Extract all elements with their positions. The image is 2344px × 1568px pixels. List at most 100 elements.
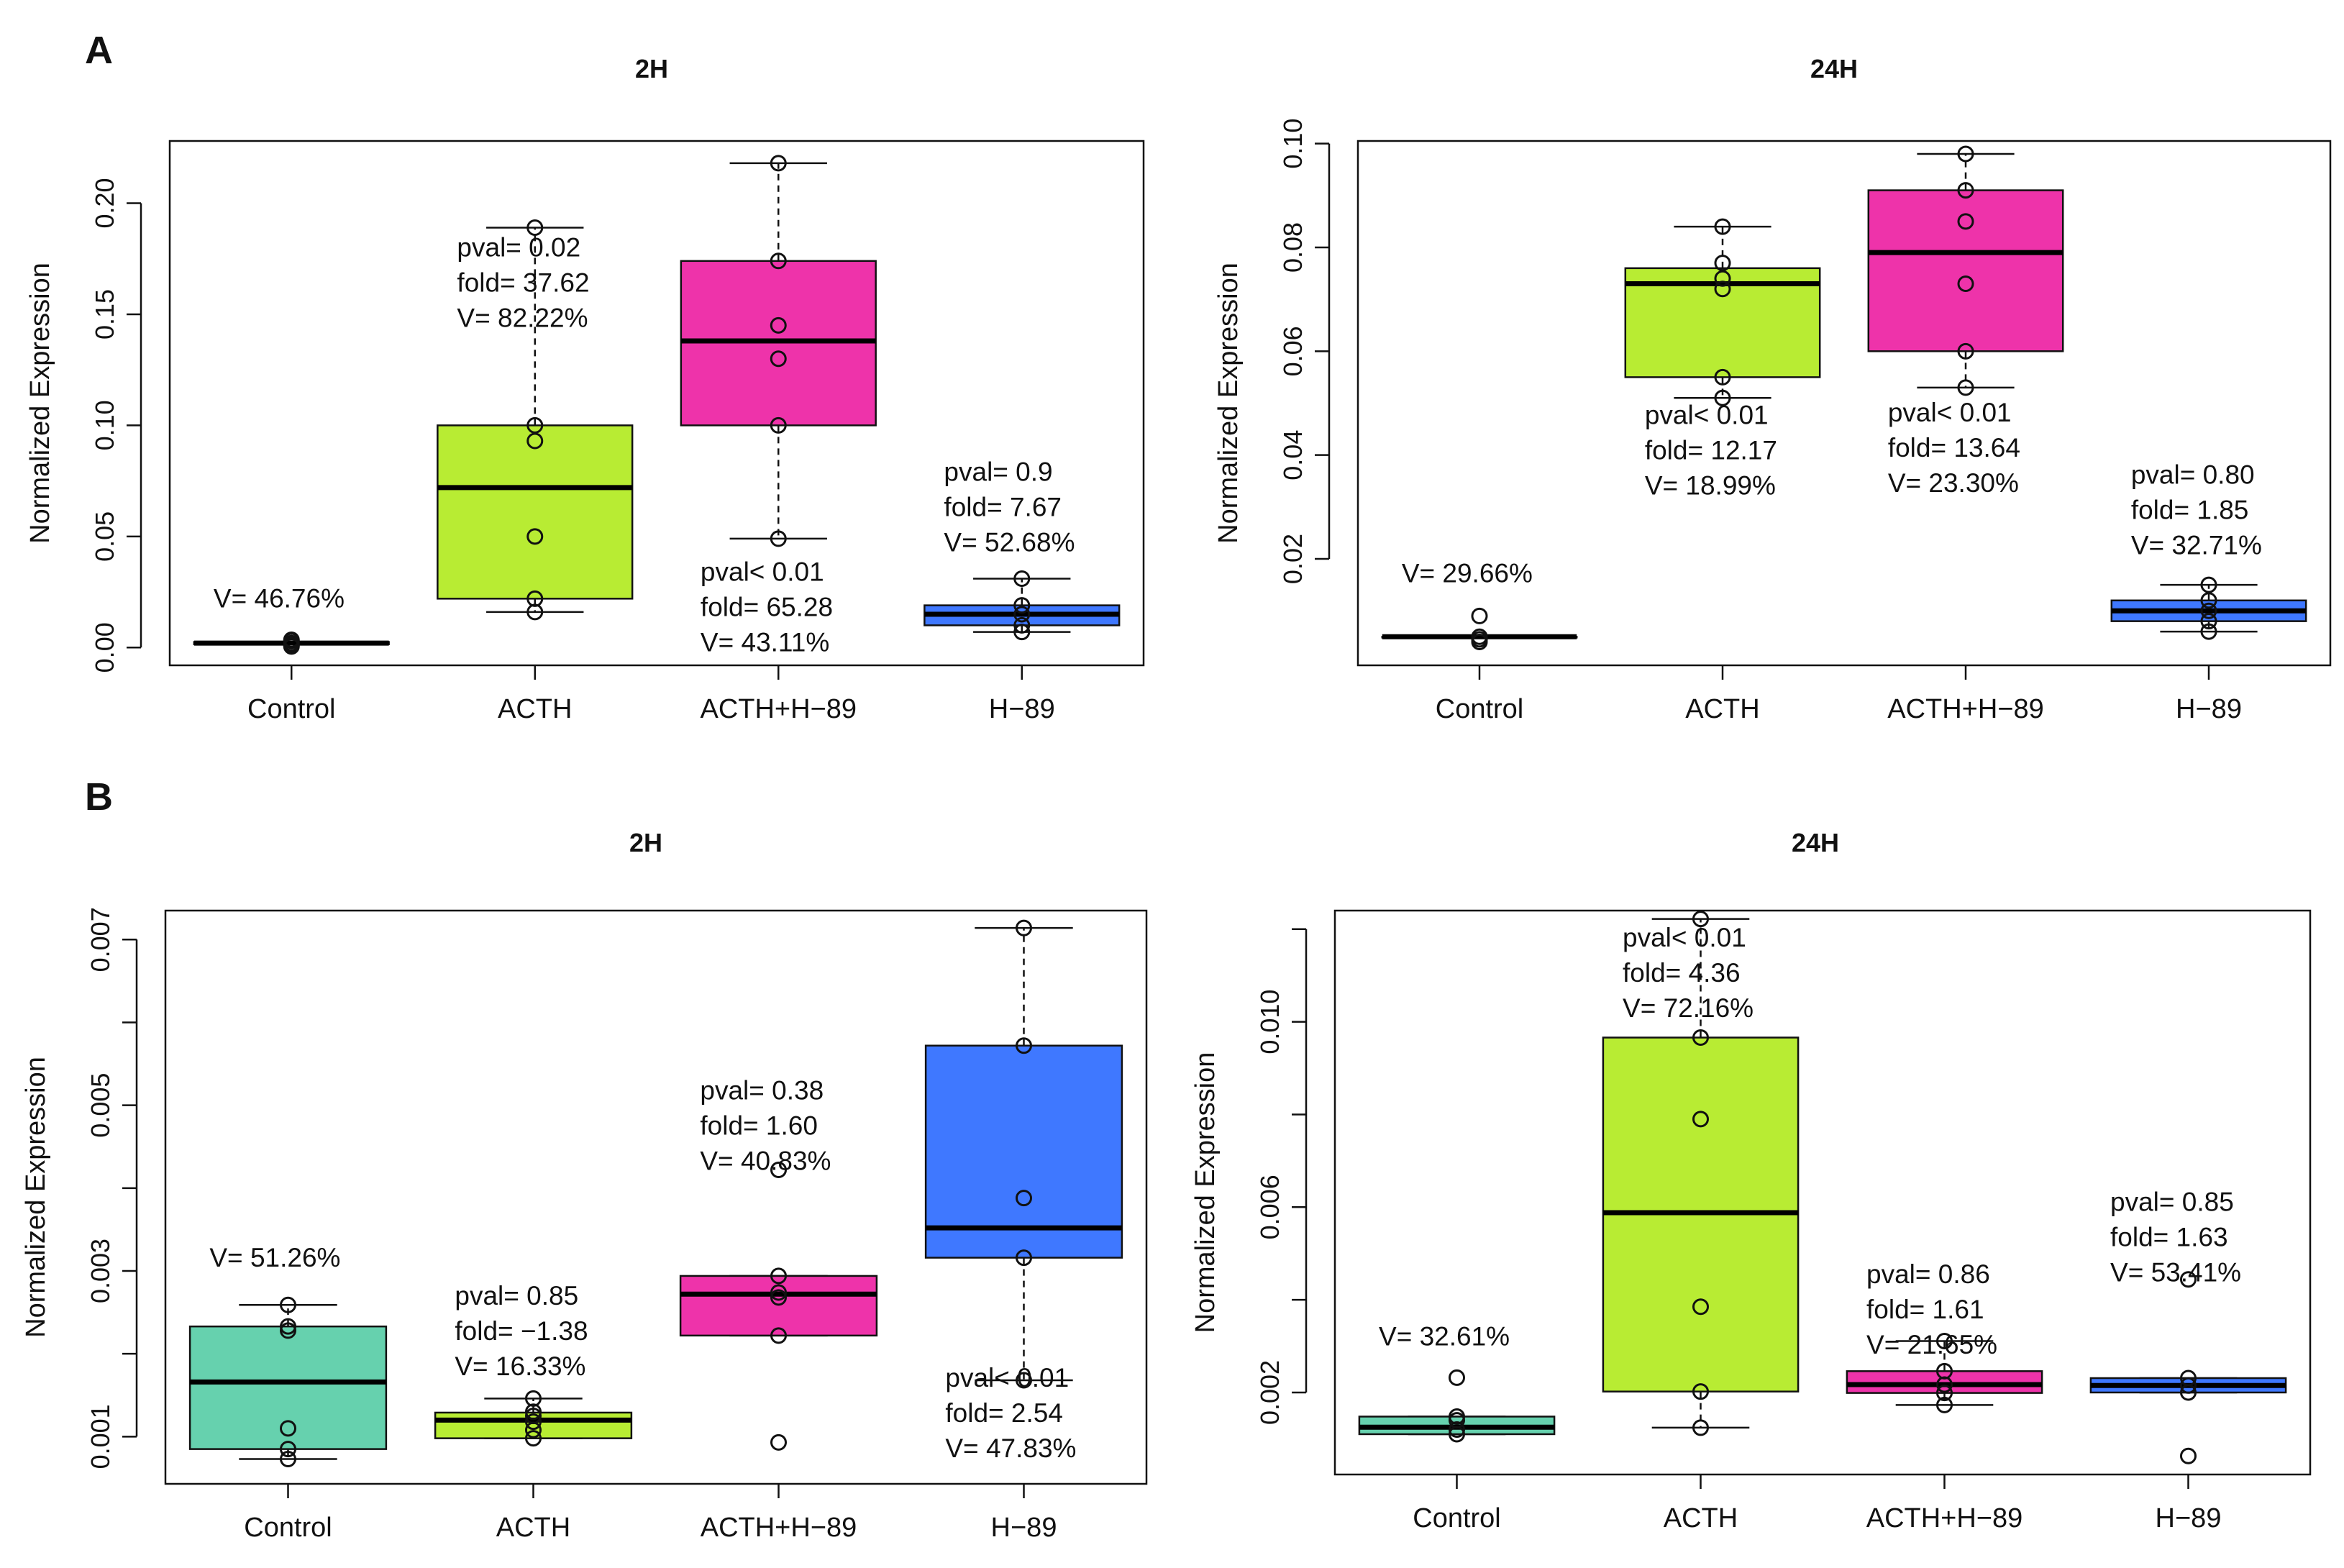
- data-point: [2200, 623, 2217, 640]
- box-acth: [1624, 218, 1821, 406]
- box-acth-h-89: [680, 155, 877, 547]
- data-point: [1016, 1249, 1032, 1267]
- stats-annotation: V= 32.71%: [2131, 530, 2262, 560]
- box-body: [437, 424, 634, 600]
- data-point: [770, 530, 787, 547]
- data-point: [1692, 1029, 1709, 1047]
- box-acth-h-89: [1867, 145, 2064, 396]
- data-point: [280, 1296, 296, 1313]
- data-point: [1714, 281, 1731, 298]
- stats-annotation: fold= 2.54: [945, 1398, 1063, 1428]
- data-point: [1016, 919, 1032, 936]
- stats-annotation: fold= 1.63: [2110, 1222, 2228, 1252]
- chart-title: 2H: [635, 54, 668, 83]
- y-tick-label: 0.10: [90, 400, 119, 450]
- stats-annotation: fold= 7.67: [944, 493, 1062, 522]
- data-point: [770, 350, 787, 368]
- y-tick-label: 0.007: [86, 907, 115, 972]
- box-body: [434, 1411, 633, 1439]
- y-tick-label: 0.15: [90, 289, 119, 339]
- y-tick-label: 0.005: [86, 1073, 115, 1138]
- data-point: [2180, 1271, 2197, 1288]
- data-point: [1957, 145, 1974, 163]
- data-point: [1957, 275, 1974, 292]
- data-point: [1016, 1190, 1032, 1207]
- data-point: [1449, 1369, 1465, 1386]
- data-point: [2200, 592, 2217, 609]
- data-point: [1936, 1385, 1953, 1402]
- data-point: [525, 1390, 542, 1407]
- data-point: [770, 1284, 787, 1301]
- stats-annotation: pval< 0.01: [1645, 400, 1769, 429]
- category-label: ACTH+H−89: [701, 1513, 857, 1543]
- data-point: [280, 1318, 296, 1335]
- plot-frame: [1356, 140, 2332, 667]
- box-acth: [437, 219, 634, 621]
- panel-label-a: A: [85, 29, 113, 72]
- box-h-89: [924, 570, 1121, 641]
- data-point: [2180, 1377, 2197, 1394]
- data-point: [1936, 1362, 1953, 1380]
- box-body: [1867, 189, 2064, 352]
- data-point: [526, 432, 544, 450]
- stats-annotation: fold= 1.61: [1866, 1295, 1984, 1324]
- stats-annotation: pval< 0.01: [1888, 398, 2012, 427]
- data-point: [1013, 570, 1031, 588]
- stats-annotation: pval= 0.80: [2131, 460, 2255, 489]
- category-label: Control: [244, 1513, 332, 1543]
- box-body: [1846, 1370, 2043, 1394]
- stats-annotation: fold= 1.85: [2131, 495, 2249, 524]
- data-point: [1957, 182, 1974, 199]
- stats-annotation: V= 82.22%: [457, 304, 588, 333]
- data-point: [770, 1327, 787, 1344]
- stats-annotation: V= 47.83%: [945, 1433, 1076, 1463]
- y-tick-label: 0.04: [1278, 430, 1308, 480]
- data-point: [770, 416, 787, 434]
- box-control: [1358, 1369, 1556, 1443]
- data-point: [1692, 911, 1709, 928]
- box-control: [188, 1296, 388, 1467]
- box-body: [188, 1325, 388, 1450]
- y-tick-label: 0.05: [90, 511, 119, 562]
- data-point: [280, 1420, 296, 1437]
- data-point: [1471, 607, 1488, 624]
- y-tick-label: 0.20: [90, 178, 119, 228]
- box-acth-h-89: [679, 1161, 878, 1451]
- data-point: [526, 219, 544, 236]
- stats-annotation: V= 21.65%: [1866, 1330, 1997, 1359]
- data-point: [1449, 1421, 1465, 1439]
- panel-label-b: B: [85, 775, 113, 819]
- chart-a-2h: 2H 0.00 0.05 0.10 0.15 0.20 Normalized Express…: [25, 54, 1145, 724]
- data-point: [2200, 613, 2217, 630]
- category-label: H−89: [989, 694, 1055, 724]
- data-point: [1013, 624, 1031, 641]
- stats-annotation: fold= 65.28: [701, 593, 833, 622]
- stats-annotation: fold= 37.62: [457, 268, 589, 298]
- data-point: [1449, 1408, 1465, 1425]
- stats-annotation: fold= −1.38: [455, 1316, 588, 1346]
- stats-annotation: fold= 12.17: [1645, 435, 1777, 465]
- box-acth: [434, 1390, 633, 1447]
- y-tick-label: 0.001: [86, 1404, 115, 1469]
- box-acth: [1602, 911, 1800, 1436]
- category-label: Control: [1413, 1503, 1501, 1533]
- box-control: [193, 631, 390, 655]
- category-label: ACTH: [496, 1513, 570, 1543]
- data-point: [1692, 1383, 1709, 1400]
- stats-annotation: pval= 0.9: [944, 457, 1052, 487]
- y-axis-label: Normalized Expression: [1213, 263, 1244, 544]
- y-tick-label: 0.10: [1278, 119, 1308, 169]
- box-h-89: [924, 919, 1123, 1389]
- category-label: ACTH: [1685, 694, 1759, 724]
- stats-annotation: V= 52.68%: [944, 528, 1075, 557]
- data-point: [525, 1413, 542, 1431]
- plot-frame: [1333, 909, 2312, 1476]
- stats-annotation: V= 46.76%: [214, 584, 345, 614]
- chart-b-2h: 2H 0.001 0.003 0.005 0.007 Normalized Express…: [21, 828, 1148, 1543]
- category-label: H−89: [2176, 694, 2242, 724]
- category-label: ACTH: [498, 694, 572, 724]
- category-label: Control: [247, 694, 336, 724]
- data-point: [283, 631, 300, 648]
- data-point: [1016, 1372, 1032, 1389]
